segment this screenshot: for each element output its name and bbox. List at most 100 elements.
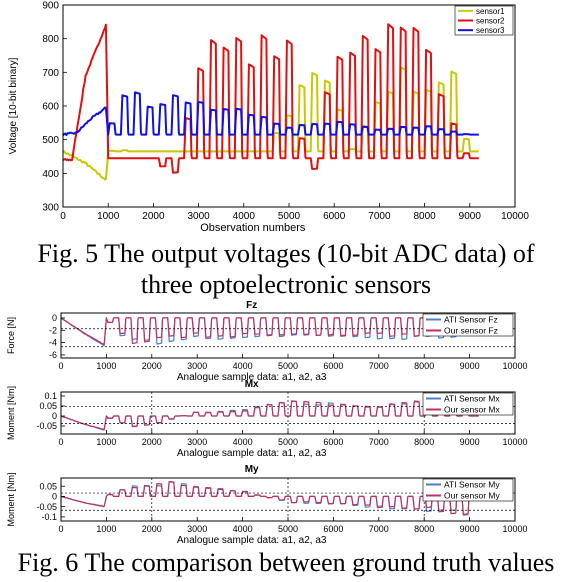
y-tick-label: 500 bbox=[42, 135, 59, 146]
y-axis-label: Force [N] bbox=[6, 317, 16, 354]
legend-label: Our sensor Mx bbox=[444, 405, 500, 415]
x-tick-label: 5000 bbox=[278, 361, 298, 371]
x-tick-label: 6000 bbox=[323, 211, 346, 222]
y-tick-label: 0.05 bbox=[39, 481, 57, 491]
legend-label: ATI Sensor My bbox=[444, 480, 500, 490]
series-line-sensor2 bbox=[62, 23, 479, 174]
x-tick-label: 6000 bbox=[323, 437, 343, 447]
x-tick-label: 8000 bbox=[413, 211, 436, 222]
x-axis-label: Analogue sample data: a1, a2, a3 bbox=[177, 535, 327, 546]
x-tick-label: 4000 bbox=[233, 211, 256, 222]
x-tick-label: 3000 bbox=[187, 361, 207, 371]
chart-title: Mx bbox=[245, 379, 259, 390]
series-line-ati-sensor-fz bbox=[60, 317, 479, 347]
x-tick-label: 7000 bbox=[369, 524, 389, 534]
x-tick-label: 10000 bbox=[501, 211, 529, 222]
x-tick-label: 1000 bbox=[97, 211, 120, 222]
y-tick-label: -2 bbox=[49, 325, 57, 335]
x-tick-label: 9000 bbox=[460, 524, 480, 534]
y-axis-label: Moment [Nm] bbox=[6, 386, 16, 440]
legend-box bbox=[422, 478, 514, 502]
x-tick-label: 8000 bbox=[414, 361, 434, 371]
y-tick-label: 700 bbox=[42, 68, 59, 79]
legend-label: Our sensor Fz bbox=[444, 326, 498, 336]
y-tick-label: 0.1 bbox=[44, 391, 57, 401]
x-tick-label: 3000 bbox=[187, 524, 207, 534]
x-tick-label: 9000 bbox=[459, 211, 482, 222]
figure6-caption: Fig. 6 The comparison between ground tru… bbox=[17, 548, 555, 577]
x-tick-label: 5000 bbox=[278, 524, 298, 534]
y-tick-label: -6 bbox=[49, 350, 57, 360]
x-tick-label: 6000 bbox=[323, 524, 343, 534]
x-tick-label: 1000 bbox=[96, 361, 116, 371]
x-tick-label: 2000 bbox=[142, 437, 162, 447]
y-tick-label: -0.05 bbox=[36, 502, 57, 512]
figure5-caption-line2: three optoelectronic sensors bbox=[140, 270, 432, 299]
x-tick-label: 7000 bbox=[369, 361, 389, 371]
x-axis-label: Analogue sample data: a1, a2, a3 bbox=[177, 372, 327, 383]
legend-label: ATI Sensor Mx bbox=[444, 394, 500, 404]
x-tick-label: 9000 bbox=[460, 361, 480, 371]
x-tick-label: 3000 bbox=[187, 211, 210, 222]
x-tick-label: 7000 bbox=[368, 211, 391, 222]
x-tick-label: 4000 bbox=[233, 437, 253, 447]
y-axis-label: Moment [Nm] bbox=[6, 472, 16, 526]
y-tick-label: 0.05 bbox=[39, 401, 57, 411]
x-tick-label: 4000 bbox=[233, 361, 253, 371]
y-axis-label: Voltage [10-bit binary] bbox=[8, 57, 19, 154]
x-axis-label: Analogue sample data: a1, a2, a3 bbox=[177, 448, 327, 459]
legend-label: ATI Sensor Fz bbox=[444, 315, 498, 325]
plot-axes-box bbox=[62, 4, 516, 208]
y-tick-label: 0 bbox=[52, 313, 57, 323]
x-tick-label: 5000 bbox=[278, 437, 298, 447]
x-tick-label: 1000 bbox=[96, 524, 116, 534]
y-tick-label: -0.05 bbox=[36, 421, 57, 431]
series-line-sensor1 bbox=[62, 66, 479, 181]
x-tick-label: 9000 bbox=[460, 437, 480, 447]
x-axis-label: Observation numbers bbox=[200, 222, 306, 234]
x-tick-label: 2000 bbox=[142, 524, 162, 534]
y-tick-label: 400 bbox=[42, 169, 59, 180]
x-tick-label: 0 bbox=[60, 211, 66, 222]
y-tick-label: 0 bbox=[52, 492, 57, 502]
series-line-our-sensor-mx bbox=[60, 400, 479, 431]
x-tick-label: 2000 bbox=[142, 211, 165, 222]
legend-label: sensor2 bbox=[476, 17, 505, 26]
legend-box bbox=[422, 392, 514, 416]
x-tick-label: 8000 bbox=[414, 437, 434, 447]
series-line-our-sensor-my bbox=[60, 481, 479, 515]
chart-title: My bbox=[245, 464, 259, 475]
legend-box bbox=[422, 313, 514, 337]
series-line-sensor3 bbox=[62, 91, 479, 137]
figure5-caption-line1: Fig. 5 The output voltages (10-bit ADC d… bbox=[37, 239, 535, 268]
y-tick-label: 600 bbox=[42, 102, 59, 113]
legend-label: Our sensor My bbox=[444, 491, 500, 501]
x-tick-label: 10000 bbox=[502, 437, 527, 447]
series-line-our-sensor-fz bbox=[60, 317, 479, 346]
legend-label: sensor3 bbox=[476, 26, 505, 35]
x-tick-label: 10000 bbox=[502, 361, 527, 371]
x-tick-label: 7000 bbox=[369, 437, 389, 447]
y-tick-label: -4 bbox=[49, 338, 57, 348]
x-tick-label: 3000 bbox=[187, 437, 207, 447]
y-tick-label: -0.1 bbox=[41, 512, 57, 522]
series-line-ati-sensor-mx bbox=[60, 400, 479, 431]
x-tick-label: 2000 bbox=[142, 361, 162, 371]
x-tick-label: 6000 bbox=[323, 361, 343, 371]
x-tick-label: 0 bbox=[58, 524, 63, 534]
legend-label: sensor1 bbox=[476, 7, 505, 16]
x-tick-label: 5000 bbox=[278, 211, 301, 222]
x-tick-label: 10000 bbox=[502, 524, 527, 534]
y-tick-label: 800 bbox=[42, 34, 59, 45]
chart-title: Fz bbox=[246, 300, 257, 311]
x-tick-label: 4000 bbox=[233, 524, 253, 534]
y-tick-label: 300 bbox=[42, 203, 59, 214]
y-tick-label: 900 bbox=[42, 1, 59, 12]
x-tick-label: 8000 bbox=[414, 524, 434, 534]
x-tick-label: 0 bbox=[58, 361, 63, 371]
x-tick-label: 0 bbox=[58, 437, 63, 447]
